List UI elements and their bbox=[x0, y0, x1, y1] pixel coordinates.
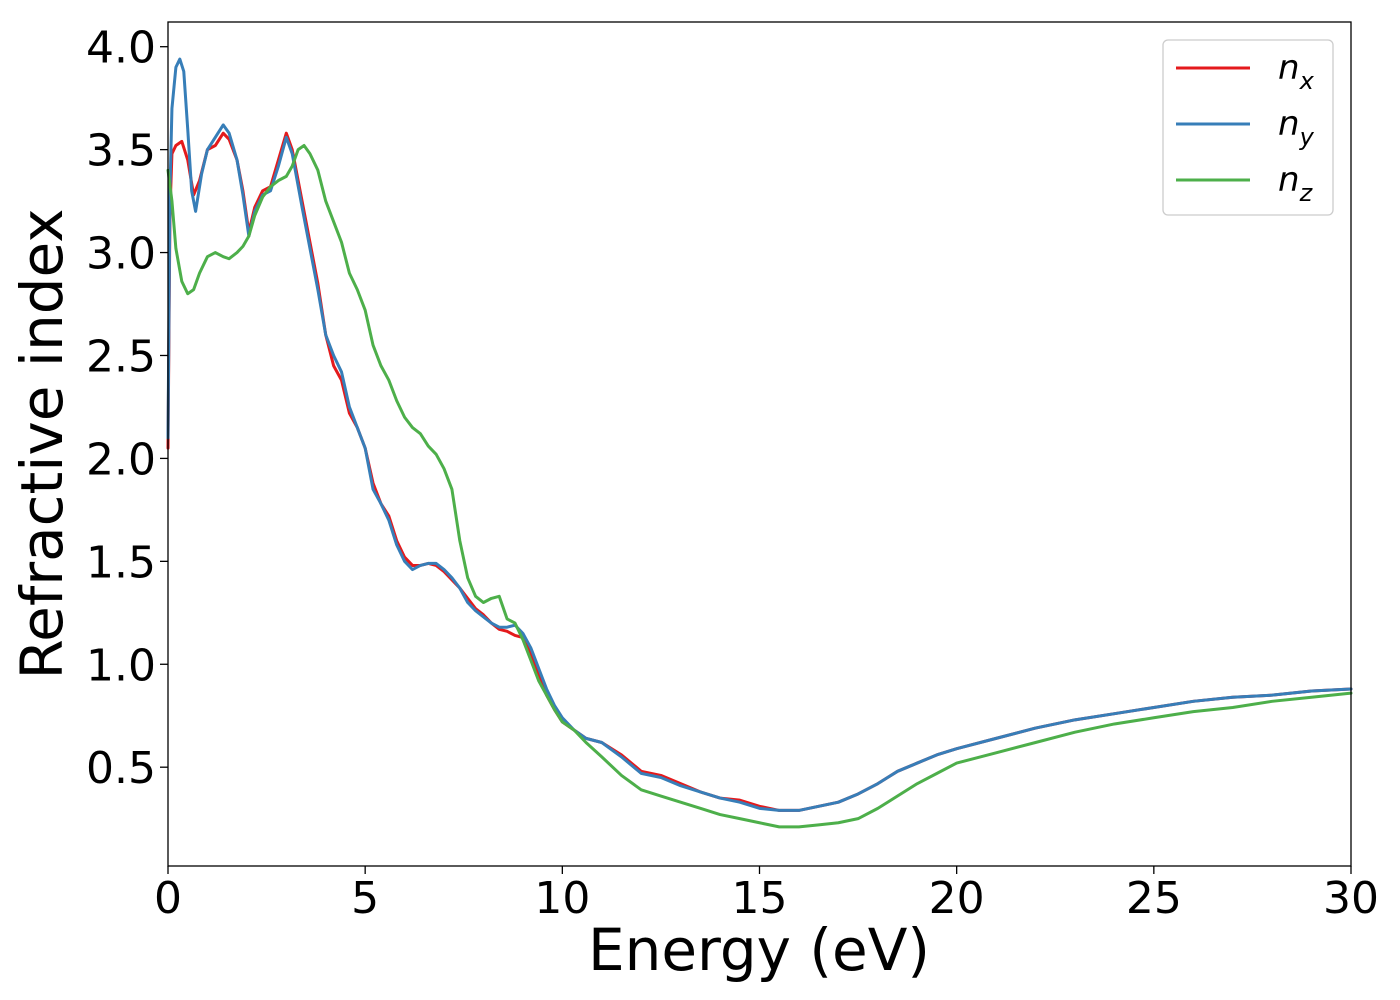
x-tick-label: 20 bbox=[929, 873, 985, 924]
y-tick-label: 1.5 bbox=[86, 537, 156, 588]
y-tick-label: 2.5 bbox=[86, 331, 156, 382]
legend-label-subscript: y bbox=[1299, 123, 1315, 151]
x-axis-ticks: 0 5 10 15 20 25 30 bbox=[154, 866, 1379, 924]
y-tick-label: 1.0 bbox=[86, 640, 156, 691]
y-tick-label: 3.0 bbox=[86, 229, 156, 280]
x-tick-label: 5 bbox=[351, 873, 379, 924]
y-axis-title: Refractive index bbox=[8, 208, 76, 679]
series-line-y bbox=[166, 57, 1353, 812]
y-tick-label: 3.5 bbox=[86, 126, 156, 177]
x-axis-title: Energy (eV) bbox=[588, 916, 930, 984]
y-tick-label: 4.0 bbox=[86, 23, 156, 74]
y-tick-label: 2.0 bbox=[86, 434, 156, 485]
x-tick-label: 15 bbox=[732, 873, 788, 924]
legend-label-subscript: x bbox=[1299, 67, 1315, 95]
x-tick-label: 25 bbox=[1126, 873, 1182, 924]
legend-box bbox=[1162, 39, 1334, 216]
y-axis-ticks: 0.5 1.0 1.5 2.0 2.5 3.0 3.5 4.0 bbox=[86, 23, 168, 794]
series-line-z bbox=[166, 144, 1353, 829]
x-tick-label: 0 bbox=[154, 873, 182, 924]
x-tick-label: 30 bbox=[1323, 873, 1379, 924]
plot-lines bbox=[166, 57, 1353, 829]
y-tick-label: 0.5 bbox=[86, 743, 156, 794]
x-tick-label: 10 bbox=[534, 873, 590, 924]
legend-label-subscript: z bbox=[1299, 179, 1314, 207]
